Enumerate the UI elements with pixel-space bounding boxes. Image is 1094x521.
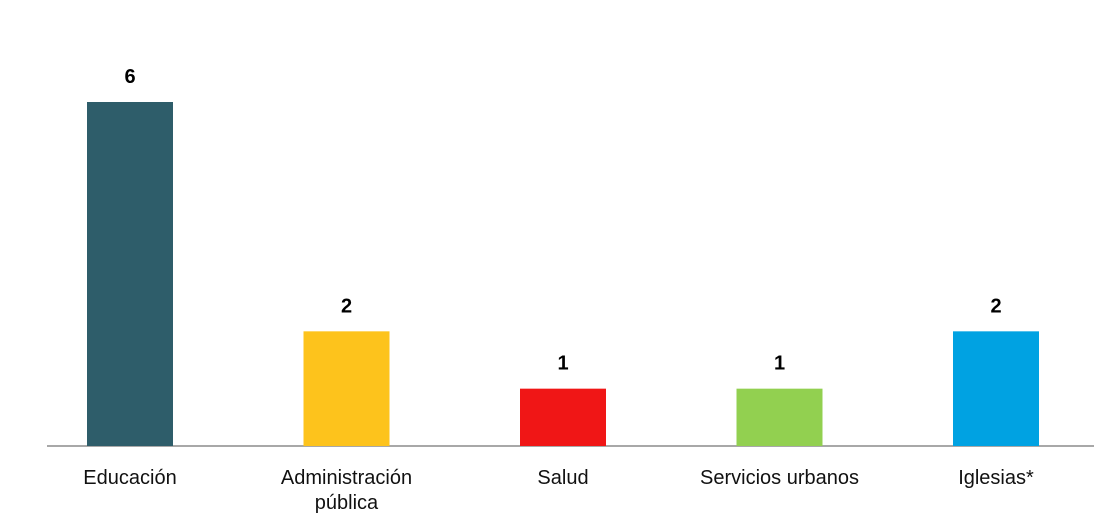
value-label: 1 — [774, 353, 785, 375]
value-label: 2 — [341, 295, 352, 317]
value-label: 2 — [990, 295, 1001, 317]
bar — [953, 331, 1039, 446]
bar — [520, 388, 606, 446]
value-label: 6 — [124, 66, 135, 88]
category-label: Administración pública — [280, 467, 413, 514]
value-label: 1 — [557, 353, 568, 375]
bar — [303, 331, 390, 446]
bar — [87, 102, 173, 446]
category-label: Educación — [83, 467, 177, 489]
bar — [736, 388, 823, 446]
category-label: Salud — [537, 467, 589, 489]
category-label: Iglesias* — [958, 467, 1034, 489]
category-label: Servicios urbanos — [700, 467, 859, 489]
